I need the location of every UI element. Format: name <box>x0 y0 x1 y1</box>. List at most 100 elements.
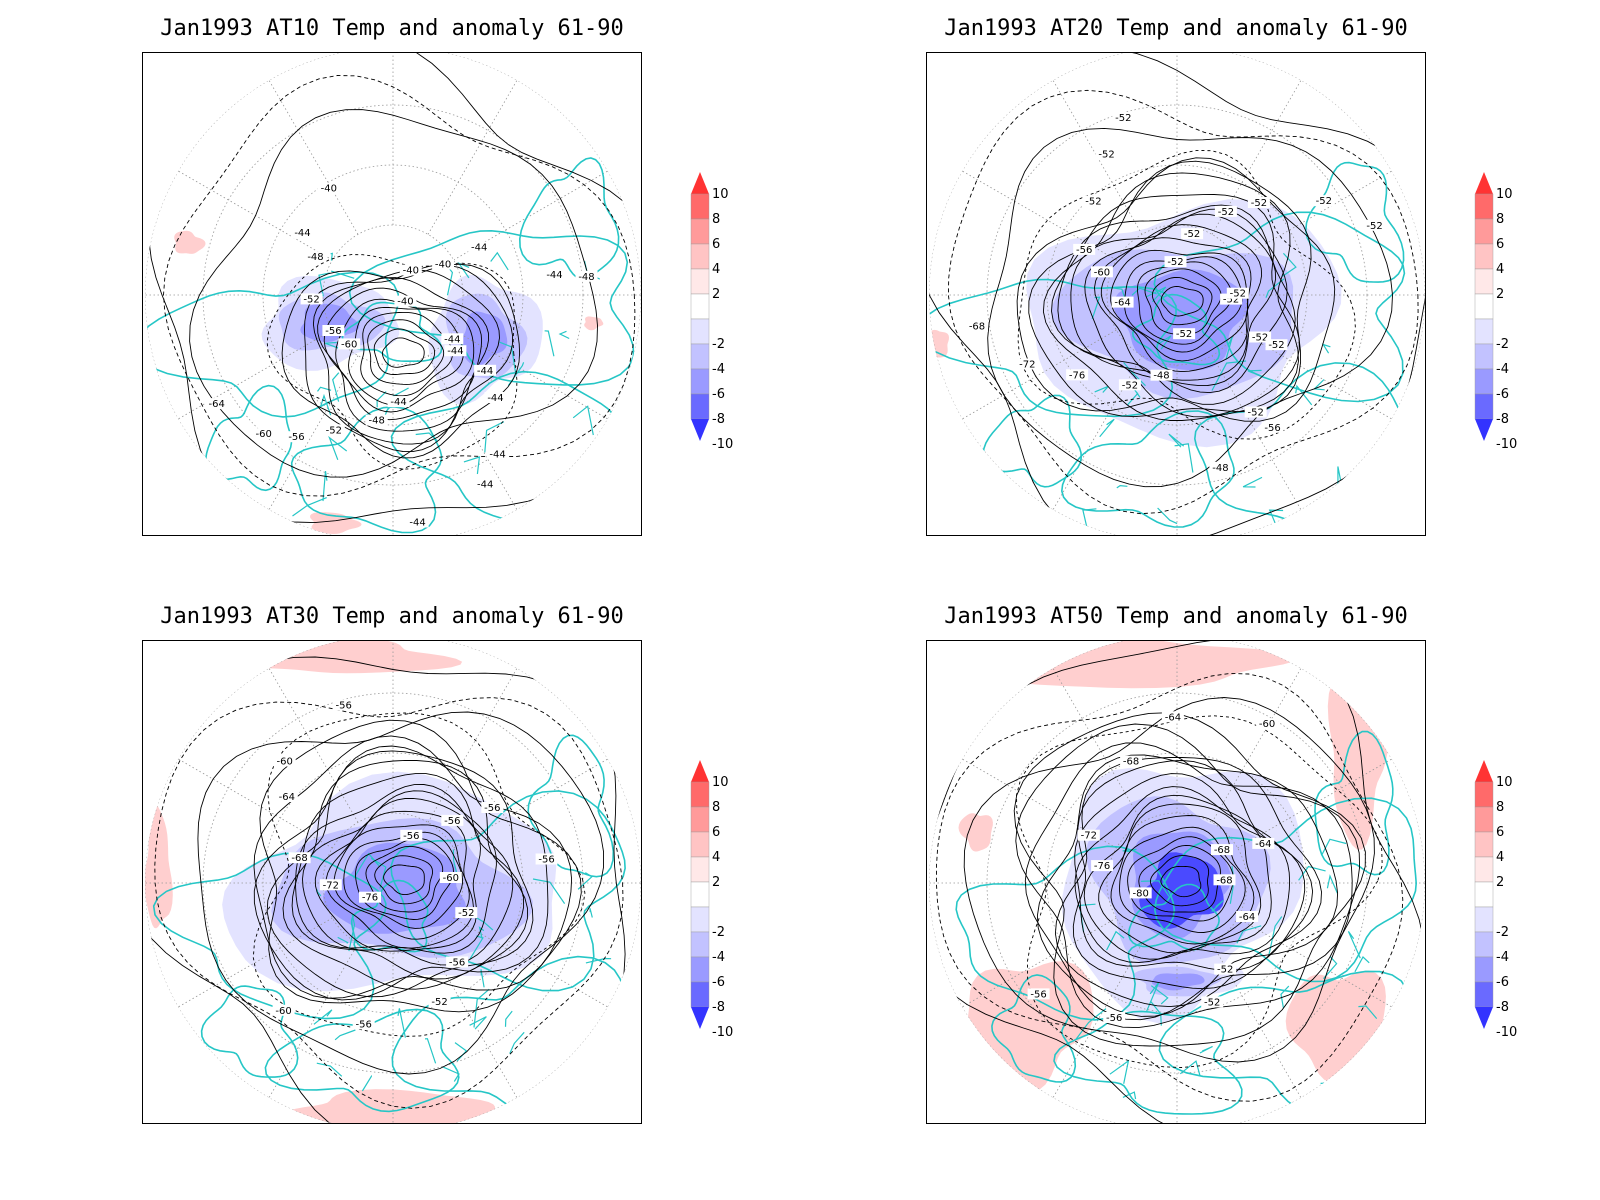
country-border <box>1116 484 1128 489</box>
contour-label: -44 <box>294 228 310 239</box>
country-border <box>484 421 505 453</box>
colorbar-label: 10 <box>1496 187 1513 202</box>
contour-label: -80 <box>1133 888 1149 899</box>
map-content <box>145 53 641 535</box>
contour-label: -64 <box>1165 712 1181 723</box>
contour-label: -48 <box>307 252 323 263</box>
contour-label: -64 <box>1114 298 1130 309</box>
colorbar-label: 8 <box>1496 212 1505 227</box>
contour-label: -56 <box>1264 423 1280 434</box>
country-border <box>532 878 566 904</box>
contour-label-bg <box>966 320 988 332</box>
colorbar-label: -8 <box>712 412 725 427</box>
contour-label-bg <box>446 956 469 968</box>
country-border <box>469 935 484 960</box>
colorbar-label: 10 <box>1496 775 1513 790</box>
temperature-contour <box>1024 742 1353 1021</box>
temperature-contour <box>1016 157 1336 422</box>
polar-map: -52 -52 -52 -52 -56 -48 -52 -48 -52 -76 -72 -68 -64-… <box>926 52 1426 536</box>
country-border <box>1075 1008 1107 1040</box>
colorbar-label: 10 <box>712 187 729 202</box>
colorbar-swatch <box>1474 393 1494 420</box>
country-border <box>572 405 594 436</box>
contour-label: -52 <box>1251 198 1267 209</box>
contour-label-bg <box>474 478 497 490</box>
coastline <box>527 734 615 878</box>
contour-label: -56 <box>356 1019 372 1030</box>
country-border <box>1168 433 1185 448</box>
contour-label-bg <box>441 814 464 826</box>
temperature-contour <box>374 855 433 905</box>
coastline <box>390 790 626 992</box>
colorbar-label: -8 <box>712 1000 725 1015</box>
map-svg: -68 -64 -52 -52 -56 -56 -80 -76 -72 -68 -64 -60 -68 -… <box>929 641 1425 1123</box>
country-border <box>442 1066 460 1082</box>
contour-label: -44 <box>477 480 493 491</box>
temperature-contour <box>317 277 490 432</box>
contour-label: -52 <box>1252 333 1268 344</box>
colorbar-swatch <box>1474 368 1494 395</box>
colorbar-label: -6 <box>712 975 725 990</box>
contour-label-bg <box>288 852 311 864</box>
colorbar-swatch <box>690 806 710 833</box>
contour-label: -52 <box>1248 408 1264 419</box>
contour-label-bg <box>359 891 381 903</box>
contour-label-bg <box>1091 860 1114 872</box>
contour-label: -56 <box>444 816 460 827</box>
contour-label: -44 <box>546 270 562 281</box>
colorbar-label: -4 <box>1496 362 1509 377</box>
contour-label: -68 <box>969 322 985 333</box>
contour-label-bg <box>1201 996 1224 1008</box>
temperature-contour <box>333 824 470 940</box>
colorbar-label: 4 <box>1496 850 1505 865</box>
contour-label: -56 <box>538 855 554 866</box>
country-border <box>322 471 328 502</box>
contour-label: -52 <box>1115 113 1131 124</box>
contour-label: -52 <box>303 294 319 305</box>
contour-label-bg <box>1150 369 1173 381</box>
contour-label-bg <box>1181 228 1204 240</box>
contour-label: -48 <box>1212 463 1228 474</box>
contour-label-bg <box>1066 369 1089 381</box>
country-border <box>469 1016 487 1030</box>
contour-label: -56 <box>403 831 419 842</box>
colorbar-label: -6 <box>1496 387 1509 402</box>
country-border <box>1099 418 1115 438</box>
contour-label: -56 <box>288 432 304 443</box>
country-border <box>1106 930 1125 951</box>
contour-label-bg <box>272 1004 295 1016</box>
contour-label: -52 <box>1218 207 1234 218</box>
map-content <box>929 53 1425 535</box>
contour-label: -56 <box>449 958 465 969</box>
coastline <box>982 394 1083 488</box>
temperature-contour <box>314 797 481 952</box>
country-border <box>585 957 612 964</box>
temperature-contour <box>929 53 1425 535</box>
contour-label: -60 <box>443 873 459 884</box>
temperature-contour <box>355 837 454 920</box>
temperature-contour <box>1054 757 1322 1008</box>
country-border <box>1146 286 1167 303</box>
temperature-contour <box>1098 803 1262 954</box>
panel-title: Jan1993 AT20 Temp and anomaly 61-90 <box>944 16 1408 41</box>
country-border <box>1347 931 1361 959</box>
country-border <box>1150 985 1169 1005</box>
contour-label-bg <box>432 258 455 270</box>
temperature-contour <box>1094 224 1263 381</box>
contour-label: -52 <box>1316 196 1332 207</box>
country-border <box>1295 384 1313 406</box>
temperature-contour <box>148 53 641 524</box>
contour-label: -64 <box>209 399 225 410</box>
colorbar-swatch <box>1474 293 1494 320</box>
contour-label-bg <box>1103 1012 1126 1023</box>
contour-label-bg <box>1111 296 1134 308</box>
contour-label: -44 <box>409 518 425 529</box>
map-svg: -52-52-52-52-56-48-52-48-52-76-72-68-64-… <box>929 53 1425 535</box>
temperature-contour <box>1160 865 1202 898</box>
positive-anomaly-region <box>958 813 993 852</box>
contour-label-bg <box>399 264 422 276</box>
colorbar-arrow-bottom <box>691 1007 709 1029</box>
contour-label-bg <box>394 295 417 307</box>
colorbar-swatch <box>690 243 710 270</box>
colorbar-label: 2 <box>1496 287 1505 302</box>
